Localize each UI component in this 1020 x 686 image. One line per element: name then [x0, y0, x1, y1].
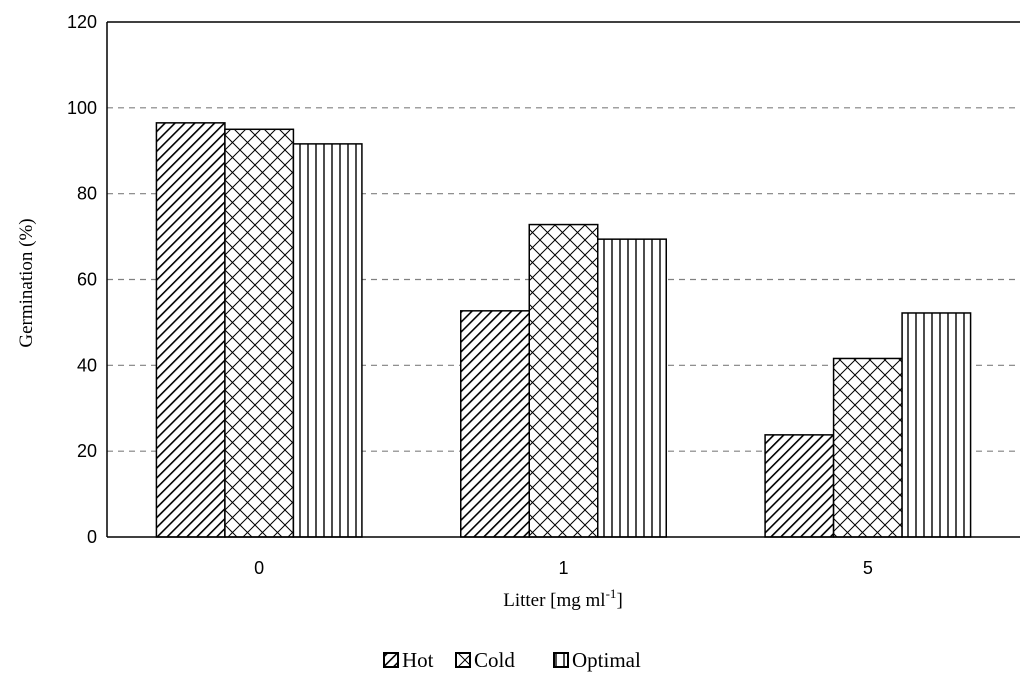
- bar-cold-1: [528, 223, 599, 538]
- x-tick-label-5: 5: [863, 558, 873, 578]
- bar-hot-0: [155, 122, 226, 538]
- y-tick-label-0: 0: [87, 527, 97, 547]
- x-tick-labels: 0 1 5: [254, 558, 873, 578]
- bar-hot-5: [764, 434, 835, 538]
- y-tick-label-40: 40: [77, 355, 97, 375]
- legend-swatch-cold: [455, 652, 471, 668]
- bar-cold-5: [832, 357, 903, 538]
- bar-optimal-1: [597, 238, 667, 538]
- y-tick-label-80: 80: [77, 184, 97, 204]
- x-axis-title-suffix: ]: [616, 590, 622, 611]
- y-tick-label-100: 100: [67, 98, 97, 118]
- bars: [155, 122, 972, 538]
- legend-label-hot: Hot: [402, 648, 434, 672]
- y-tick-label-120: 120: [67, 12, 97, 32]
- legend: Hot Cold Optimal: [383, 648, 641, 672]
- bar-hot-1: [460, 310, 530, 538]
- axes: [106, 21, 1020, 538]
- legend-swatch-optimal: [553, 652, 569, 668]
- bar-cold-0: [224, 128, 295, 538]
- x-axis-title: Litter [mg ml-1]: [503, 586, 623, 611]
- legend-label-optimal: Optimal: [572, 648, 641, 672]
- x-axis-title-main: Litter [mg ml: [503, 590, 605, 611]
- bar-optimal-0: [292, 143, 363, 538]
- x-tick-label-0: 0: [254, 558, 264, 578]
- y-tick-labels: 0 20 40 60 80 100 120: [67, 12, 97, 547]
- x-axis-title-superscript: -1: [606, 586, 617, 601]
- y-axis-title: Germination (%): [16, 218, 37, 347]
- bar-optimal-5: [901, 312, 972, 538]
- legend-swatch-hot: [383, 652, 399, 668]
- y-tick-label-60: 60: [77, 270, 97, 290]
- x-tick-label-1: 1: [558, 558, 568, 578]
- legend-label-cold: Cold: [474, 648, 515, 672]
- y-tick-label-20: 20: [77, 441, 97, 461]
